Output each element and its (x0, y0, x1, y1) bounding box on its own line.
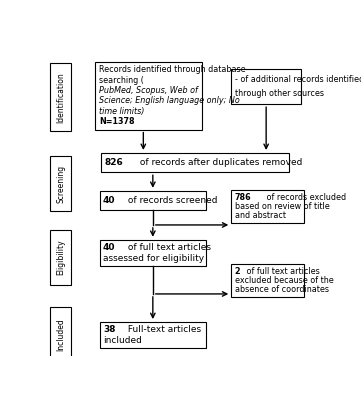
Bar (231, 69, 301, 104)
Text: of full text articles: of full text articles (125, 243, 211, 252)
Text: Eligibility: Eligibility (56, 240, 65, 275)
Bar (95, 62, 202, 130)
Text: Included: Included (56, 318, 65, 351)
Text: Science; English language only; No: Science; English language only; No (99, 96, 240, 106)
Text: 826: 826 (104, 158, 123, 167)
Bar (101, 153, 288, 172)
Bar (50, 307, 71, 362)
Text: Screening: Screening (56, 164, 65, 202)
Text: PubMed, Scopus, Web of: PubMed, Scopus, Web of (99, 86, 198, 95)
Text: through other sources: through other sources (235, 89, 323, 98)
Text: assessed for eligibility: assessed for eligibility (103, 254, 204, 262)
Text: searching (: searching ( (99, 76, 144, 85)
Text: time limits): time limits) (99, 107, 144, 116)
Text: of full text articles: of full text articles (244, 267, 320, 276)
Text: absence of coordinates: absence of coordinates (235, 285, 329, 294)
Bar (50, 64, 71, 131)
Text: and abstract: and abstract (235, 211, 286, 220)
Text: 40: 40 (103, 243, 116, 252)
Text: N=1378: N=1378 (99, 117, 134, 126)
Text: 786: 786 (235, 193, 251, 202)
Text: based on review of title: based on review of title (235, 202, 329, 211)
Text: - of additional records identified: - of additional records identified (235, 75, 361, 84)
Bar (100, 240, 206, 266)
Text: 38: 38 (103, 325, 116, 334)
Bar (100, 191, 206, 210)
Text: 2: 2 (235, 267, 240, 276)
Bar (50, 156, 71, 211)
Bar (100, 322, 206, 348)
Text: 40: 40 (103, 196, 116, 205)
Text: of records screened: of records screened (125, 196, 217, 205)
Bar (231, 264, 304, 297)
Text: Identification: Identification (56, 72, 65, 123)
Bar (231, 190, 304, 223)
Bar (50, 230, 71, 285)
Text: included: included (103, 336, 142, 345)
Text: of records excluded: of records excluded (264, 193, 346, 202)
Text: Records identified through database: Records identified through database (99, 65, 245, 74)
Text: Full-text articles: Full-text articles (125, 325, 201, 334)
Text: of records after duplicates removed: of records after duplicates removed (137, 158, 303, 167)
Text: excluded because of the: excluded because of the (235, 276, 333, 285)
